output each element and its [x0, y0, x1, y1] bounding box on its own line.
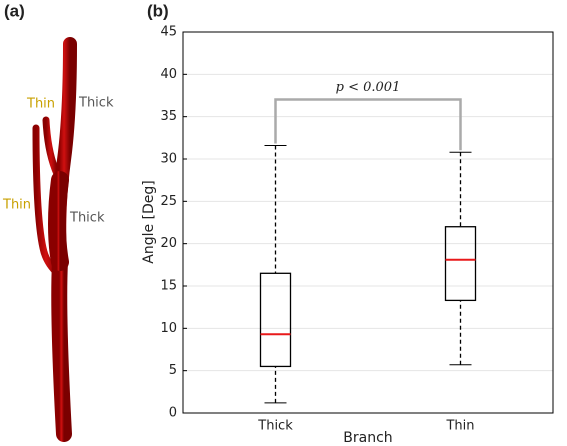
x-tick-label: Thin: [445, 419, 474, 434]
y-tick-label: 20: [160, 236, 177, 251]
y-tick-label: 15: [160, 279, 177, 294]
panel-label: (a): [4, 1, 25, 20]
y-tick-label: 25: [160, 194, 177, 209]
y-tick-label: 35: [160, 109, 177, 124]
significance-bracket: [274, 98, 462, 151]
annotation: p < 0.001: [336, 80, 401, 95]
vessel-label: Thin: [2, 198, 31, 213]
x-tick-label: Thick: [257, 419, 293, 434]
y-tick-label: 0: [169, 406, 177, 421]
x-axis-label: Branch: [343, 430, 392, 446]
y-tick-label: 30: [160, 152, 177, 167]
y-tick-label: 10: [160, 321, 177, 336]
y-tick-label: 40: [160, 67, 177, 82]
vessel-label: Thick: [69, 211, 105, 226]
box: [444, 226, 477, 302]
box: [259, 272, 292, 368]
panel-label: (b): [147, 1, 169, 20]
plot-frame: [182, 31, 554, 414]
y-tick-label: 5: [169, 363, 177, 378]
vessel-label: Thick: [78, 96, 114, 111]
vessel: [32, 37, 77, 442]
vessel-label: Thin: [26, 97, 55, 112]
y-axis-label: Angle [Deg]: [141, 180, 157, 264]
y-tick-label: 45: [160, 25, 177, 40]
